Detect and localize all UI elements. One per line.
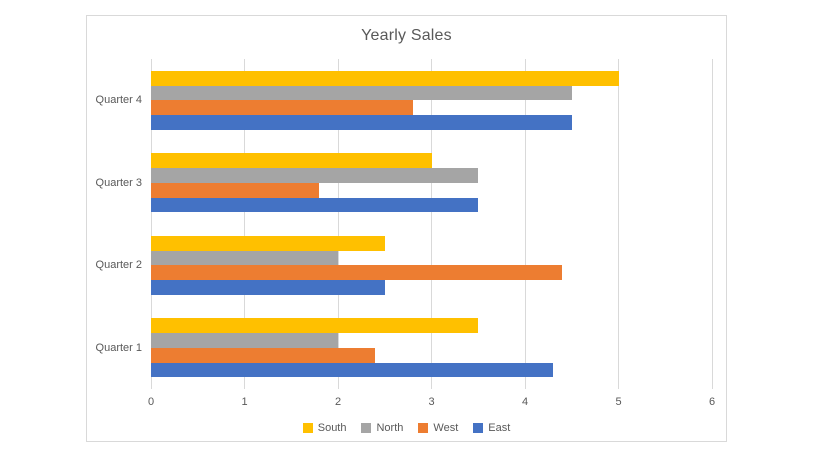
legend-item-east[interactable]: East (473, 422, 510, 434)
bar-south-quarter-1[interactable] (151, 318, 479, 333)
legend-swatch-east (473, 423, 484, 433)
legend-swatch-north (361, 423, 372, 433)
gridline (711, 59, 713, 389)
x-tick-label-5: 5 (615, 396, 622, 408)
bar-south-quarter-3[interactable] (151, 153, 432, 168)
bar-west-quarter-3[interactable] (151, 182, 320, 198)
legend-item-north[interactable]: North (361, 422, 403, 434)
bar-east-quarter-1[interactable] (151, 362, 554, 378)
legend-swatch-south (302, 423, 313, 433)
bar-north-quarter-4[interactable] (151, 85, 572, 101)
bar-south-quarter-4[interactable] (151, 70, 619, 86)
bar-east-quarter-4[interactable] (151, 115, 572, 130)
category-label-quarter-1: Quarter 1 (95, 341, 142, 354)
bar-group-quarter-4 (151, 70, 712, 130)
x-tick-label-0: 0 (147, 396, 155, 408)
bar-group-quarter-2 (151, 235, 712, 295)
bar-west-quarter-4[interactable] (151, 100, 413, 115)
category-label-quarter-3: Quarter 3 (95, 176, 142, 189)
legend-swatch-west (418, 423, 429, 433)
x-tick-label-6: 6 (708, 396, 716, 408)
bar-group-quarter-1 (151, 318, 712, 378)
bar-south-quarter-2[interactable] (151, 235, 385, 251)
category-label-quarter-4: Quarter 4 (95, 94, 142, 107)
x-tick-label-3: 3 (428, 396, 435, 408)
x-tick-label-2: 2 (334, 396, 342, 408)
gridline (431, 59, 432, 389)
chart-area[interactable]: Yearly Sales Quarter 4 Quarter 3 Quarter 2… (86, 15, 727, 442)
legend-label-west: West (433, 422, 459, 434)
bar-north-quarter-3[interactable] (151, 168, 479, 183)
legend-label-south: South (317, 422, 347, 434)
bar-west-quarter-1[interactable] (151, 347, 376, 363)
bar-east-quarter-3[interactable] (151, 197, 479, 213)
category-label-quarter-2: Quarter 2 (95, 259, 142, 272)
legend[interactable]: South North West East (87, 421, 726, 435)
gridline (337, 59, 339, 389)
legend-label-east: East (488, 422, 511, 434)
legend-item-south[interactable]: South (302, 422, 347, 434)
gridline (150, 59, 152, 389)
gridline (244, 59, 245, 389)
bar-east-quarter-2[interactable] (151, 280, 385, 295)
x-tick-label-4: 4 (521, 396, 529, 408)
bar-north-quarter-1[interactable] (151, 333, 338, 348)
legend-item-west[interactable]: West (418, 422, 458, 434)
gridline (618, 59, 619, 389)
chart-title[interactable]: Yearly Sales (361, 27, 452, 44)
gridline (524, 59, 526, 389)
bar-north-quarter-2[interactable] (151, 250, 338, 266)
bar-west-quarter-2[interactable] (151, 265, 563, 280)
x-tick-label-1: 1 (241, 396, 248, 408)
plot-area (150, 59, 713, 389)
bar-group-quarter-3 (151, 153, 712, 213)
legend-label-north: North (376, 422, 404, 434)
